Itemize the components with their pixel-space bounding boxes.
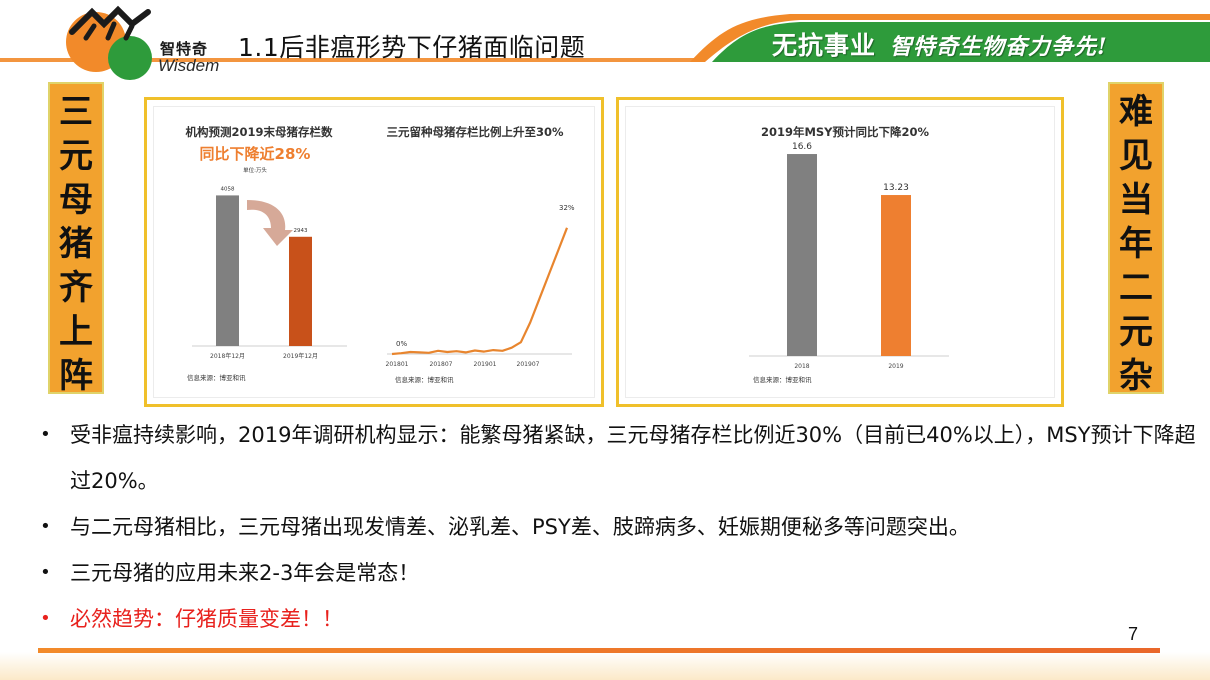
down-arrow-icon xyxy=(247,200,293,246)
bullet-dot-icon: • xyxy=(40,608,51,629)
slogan-part-2: 智特奇生物奋力争先! xyxy=(890,34,1108,60)
bullet-text: 受非瘟持续影响，2019年调研机构显示：能繁母猪紧缺，三元母猪存栏比例近30%（… xyxy=(70,423,1196,493)
chart-a-source: 信息来源：博亚和讯 xyxy=(187,373,246,382)
page-title: 1.1后非瘟形势下仔猪面临问题 xyxy=(238,33,586,62)
chart-b-source: 信息来源：博亚和讯 xyxy=(395,375,454,384)
chart-bar xyxy=(787,154,817,356)
chart-panel-2-svg: 2019年MSY预计同比下降20% 信息来源：博亚和讯 16.6 2018 13.2… xyxy=(749,125,949,384)
bullet-text: 三元母猪的应用未来2-3年会是常态！ xyxy=(70,561,420,585)
chart-a-unit: 单位:万头 xyxy=(243,166,267,174)
chart-a-title: 机构预测2019末母猪存栏数 xyxy=(185,125,333,139)
chart-category-label: 2018年12月 xyxy=(210,352,245,360)
chart-category-label: 2019年12月 xyxy=(283,352,318,360)
bullet-dot-icon: • xyxy=(40,562,51,583)
chart-bar xyxy=(289,236,312,346)
chart-b-line: 0% 32% 201801 201807 201901 201907 xyxy=(386,204,575,368)
bullet-text: 与二元母猪相比，三元母猪出现发情差、泌乳差、PSY差、肢蹄病多、妊娠期便秘多等问… xyxy=(70,515,970,539)
right-vertical-text: 难见当年二元杂 xyxy=(1119,92,1153,396)
header-slogan: 无抗事业 智特奇生物奋力争先! xyxy=(772,26,1108,62)
bullet-item: • 三元母猪的应用未来2-3年会是常态！ xyxy=(40,550,1200,596)
chart-x-tick-label: 201907 xyxy=(517,361,540,368)
chart-x-tick-label: 201807 xyxy=(430,361,453,368)
logo-mark-icon xyxy=(66,5,152,80)
chart-panel-inner xyxy=(625,106,1055,398)
left-vertical-label: 三元母猪齐上阵 xyxy=(48,82,104,396)
bullet-item: • 与二元母猪相比，三元母猪出现发情差、泌乳差、PSY差、肢蹄病多、妊娠期便秘多… xyxy=(40,504,1200,550)
chart-category-label: 2018 xyxy=(794,363,809,370)
chart-bar-value-label: 16.6 xyxy=(792,142,812,152)
chart-start-label: 0% xyxy=(396,340,407,348)
company-logo: 智特奇 Wisdem xyxy=(56,4,236,82)
bullet-item: • 受非瘟持续影响，2019年调研机构显示：能繁母猪紧缺，三元母猪存栏比例近30… xyxy=(40,412,1200,504)
chart-c-source: 信息来源：博亚和讯 xyxy=(753,375,812,384)
chart-c-bars: 16.6 2018 13.23 2019 xyxy=(749,142,949,370)
header-decoration xyxy=(0,14,1210,62)
right-vertical-label: 难见当年二元杂 xyxy=(1108,82,1164,396)
slogan-part-1: 无抗事业 xyxy=(772,31,877,60)
chart-bar-value-label: 4058 xyxy=(221,186,235,192)
bullet-item-highlight: • 必然趋势：仔猪质量变差！！ xyxy=(40,596,1200,642)
chart-bar xyxy=(881,195,911,356)
chart-panel-1-svg: 机构预测2019末母猪存栏数 同比下降近28% 单位:万头 信息来源：博亚和讯 … xyxy=(185,125,575,384)
footer-background xyxy=(0,652,1210,680)
logo-brand-cn: 智特奇 xyxy=(160,40,209,58)
chart-x-tick-label: 201801 xyxy=(386,361,409,368)
chart-panel-sow-stock: 机构预测2019末母猪存栏数 同比下降近28% 单位:万头 信息来源：博亚和讯 … xyxy=(144,97,604,407)
chart-bar-value-label: 13.23 xyxy=(883,183,909,193)
chart-a-highlight: 同比下降近28% xyxy=(200,145,311,163)
logo-brand-en: Wisdem xyxy=(158,56,220,75)
footer-divider xyxy=(38,648,1160,653)
bullet-dot-icon: • xyxy=(40,516,51,537)
chart-a-bars: 4058 2018年12月 2943 2019年12月 xyxy=(192,186,347,360)
bullet-list: • 受非瘟持续影响，2019年调研机构显示：能繁母猪紧缺，三元母猪存栏比例近30… xyxy=(40,412,1200,642)
chart-series-line xyxy=(391,227,569,356)
chart-end-label: 32% xyxy=(559,204,575,212)
chart-panel-inner xyxy=(153,106,595,398)
chart-bar-value-label: 2943 xyxy=(294,228,308,234)
left-vertical-text: 三元母猪齐上阵 xyxy=(59,92,93,396)
slide-header: 智特奇 Wisdem 1.1后非瘟形势下仔猪面临问题 无抗事业 智特奇生物奋力争先… xyxy=(0,0,1210,86)
bullet-dot-icon: • xyxy=(40,424,51,445)
page-number: 7 xyxy=(1128,624,1139,644)
chart-b-title: 三元留种母猪存栏比例上升至30% xyxy=(386,125,564,139)
chart-bar xyxy=(216,195,239,346)
chart-panel-msy: 2019年MSY预计同比下降20% 信息来源：博亚和讯 16.6 2018 13.2… xyxy=(616,97,1064,407)
chart-x-tick-label: 201901 xyxy=(474,361,497,368)
chart-category-label: 2019 xyxy=(888,363,903,370)
chart-c-title: 2019年MSY预计同比下降20% xyxy=(761,125,930,139)
bullet-text: 必然趋势：仔猪质量变差！！ xyxy=(70,607,343,631)
